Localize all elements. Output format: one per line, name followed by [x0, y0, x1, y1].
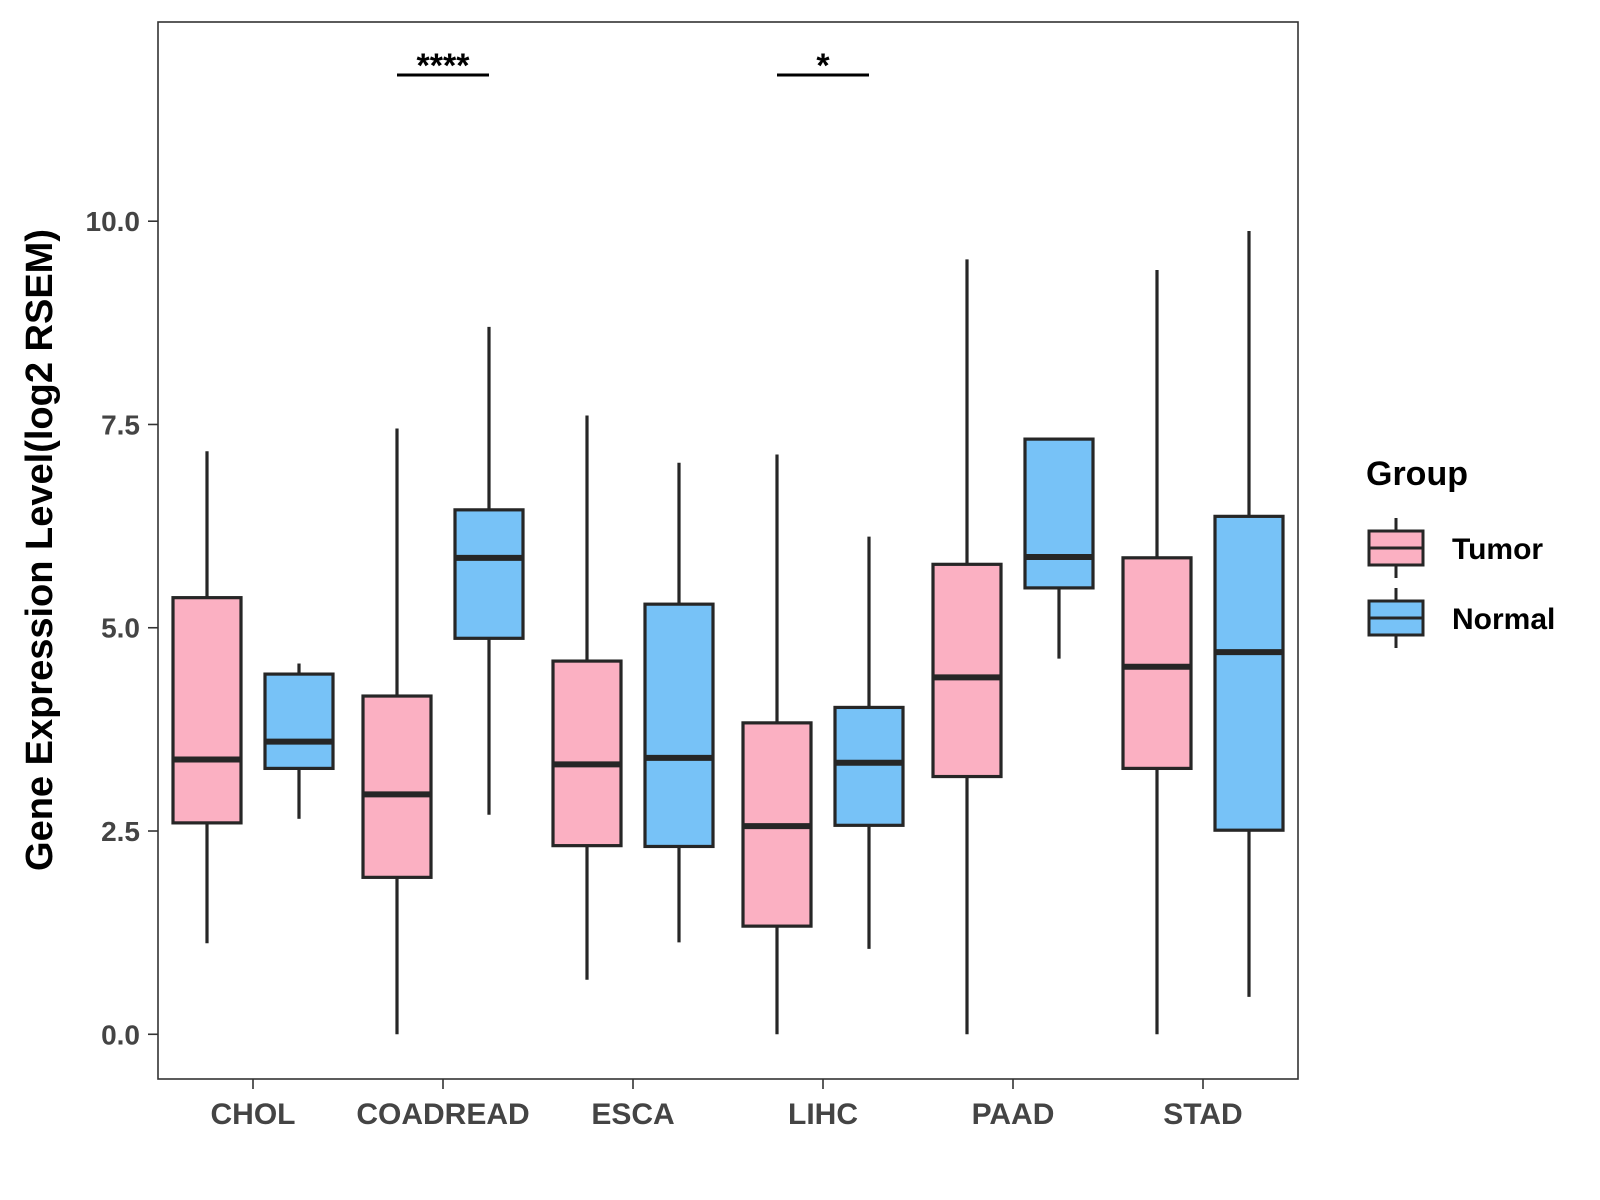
box-body	[1213, 514, 1285, 832]
y-tick-label: 2.5	[101, 816, 140, 847]
legend-entry-normal: Normal	[1367, 588, 1555, 648]
box-body	[1023, 437, 1095, 590]
box-tumor-paad	[931, 259, 1003, 1035]
y-axis: 0.0 2.5 5.0 7.5 10.0	[86, 206, 158, 1050]
box-body	[551, 659, 623, 848]
box-normal-paad	[1023, 437, 1095, 659]
significance-label: ****	[417, 47, 471, 85]
box-body	[643, 602, 715, 849]
y-axis-title: Gene Expression Level(log2 RSEM)	[19, 229, 61, 871]
box-tumor-esca	[551, 415, 623, 980]
legend-label: Tumor	[1452, 533, 1543, 566]
box-tumor-coadread	[361, 428, 433, 1035]
significance-label: *	[816, 47, 830, 85]
box-body	[1121, 556, 1193, 771]
x-tick-label: LIHC	[788, 1098, 858, 1131]
box-body	[171, 596, 243, 825]
x-axis: CHOL COADREAD ESCA LIHC PAAD STAD	[211, 1079, 1243, 1131]
box-tumor-stad	[1121, 269, 1193, 1035]
y-tick-label: 5.0	[101, 613, 140, 644]
box-tumor-lihc	[741, 454, 813, 1035]
x-tick-label: ESCA	[591, 1098, 674, 1131]
x-tick-label: CHOL	[211, 1098, 296, 1131]
legend-entry-tumor: Tumor	[1367, 518, 1543, 578]
panel-border	[157, 21, 1299, 1080]
x-tick-label: PAAD	[972, 1098, 1055, 1131]
y-tick-label: 0.0	[101, 1019, 140, 1050]
box-body	[833, 705, 905, 827]
box-body	[361, 694, 433, 879]
box-body	[931, 562, 1003, 779]
box-layer	[171, 230, 1285, 1035]
y-tick-label: 7.5	[101, 409, 140, 440]
legend-label: Normal	[1452, 603, 1555, 636]
box-body	[263, 672, 335, 771]
legend-title: Group	[1366, 455, 1468, 493]
legend: Group Tumor Normal	[1366, 455, 1555, 648]
x-tick-label: STAD	[1163, 1098, 1242, 1131]
box-tumor-chol	[171, 451, 243, 944]
box-body	[453, 508, 525, 640]
box-normal-lihc	[833, 536, 905, 949]
x-tick-label: COADREAD	[356, 1098, 529, 1131]
significance-layer: **** *	[397, 47, 869, 85]
box-normal-chol	[263, 663, 335, 819]
box-normal-esca	[643, 462, 715, 943]
box-normal-stad	[1213, 230, 1285, 997]
y-tick-label: 10.0	[86, 206, 141, 237]
box-normal-coadread	[453, 326, 525, 815]
